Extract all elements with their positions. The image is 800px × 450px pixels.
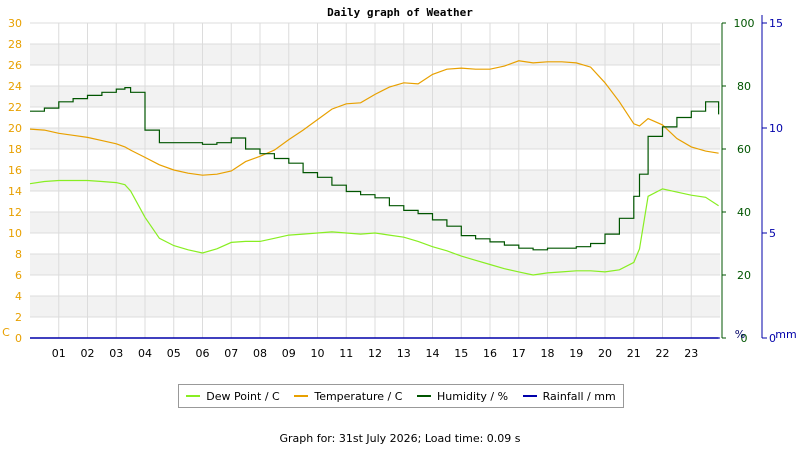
x-tick-label: 11	[339, 347, 353, 360]
chart-title: Daily graph of Weather	[327, 6, 473, 19]
x-tick-label: 23	[684, 347, 698, 360]
y-tick-label-rainfall: 0	[769, 332, 776, 345]
x-tick-label: 05	[167, 347, 181, 360]
temperature-line	[29, 60, 719, 176]
x-tick-label: 04	[138, 347, 152, 360]
x-tick-label: 15	[454, 347, 468, 360]
x-tick-label: 14	[426, 347, 440, 360]
x-tick-label: 08	[253, 347, 267, 360]
x-tick-label: 18	[541, 347, 555, 360]
humidity-line	[30, 87, 720, 251]
y-tick-label-left: 22	[8, 101, 22, 114]
y-tick-label-humidity: 80	[737, 80, 751, 93]
x-tick-label: 22	[656, 347, 670, 360]
x-tick-label: 10	[311, 347, 325, 360]
legend-swatch-humidity	[417, 395, 432, 397]
legend-swatch-rainfall	[522, 395, 537, 397]
chart-legend: Dew Point / C Temperature / C Humidity /…	[178, 384, 624, 408]
legend-item-dew-point: Dew Point / C	[186, 389, 280, 403]
x-tick-label: 13	[397, 347, 411, 360]
x-tick-label: 06	[196, 347, 210, 360]
y-tick-label-left: 16	[8, 164, 22, 177]
y-tick-label-rainfall: 10	[769, 122, 783, 135]
y-unit-label-humidity: %	[735, 328, 745, 341]
y-tick-label-humidity: 40	[737, 206, 751, 219]
y-tick-label-humidity: 0	[741, 332, 748, 345]
x-tick-label: 03	[109, 347, 123, 360]
y-unit-label-rainfall: mm	[775, 328, 796, 341]
x-tick-label: 07	[224, 347, 238, 360]
legend-label-dew-point: Dew Point / C	[206, 389, 280, 403]
y-tick-label-left: 12	[8, 206, 22, 219]
y-tick-label-humidity: 20	[737, 269, 751, 282]
y-tick-label-humidity: 100	[734, 17, 755, 30]
legend-label-humidity: Humidity / %	[437, 389, 509, 403]
legend-swatch-dew-point	[186, 395, 201, 397]
y-tick-label-left: 8	[15, 248, 22, 261]
y-tick-label-left: 20	[8, 122, 22, 135]
y-tick-label-left: 10	[8, 227, 22, 240]
y-tick-label-left: 6	[15, 269, 22, 282]
y-tick-label-left: 30	[8, 17, 22, 30]
x-tick-label: 02	[81, 347, 95, 360]
y-tick-label-left: 28	[8, 38, 22, 51]
y-tick-label-left: 18	[8, 143, 22, 156]
y-tick-label-left: 26	[8, 59, 22, 72]
y-unit-label-left: C	[2, 326, 10, 339]
legend-label-temperature: Temperature / C	[314, 389, 403, 403]
x-tick-label: 21	[627, 347, 641, 360]
y-tick-label-left: 14	[8, 185, 22, 198]
y-tick-label-humidity: 60	[737, 143, 751, 156]
x-tick-label: 12	[368, 347, 382, 360]
legend-item-humidity: Humidity / %	[417, 390, 508, 403]
x-tick-label: 17	[512, 347, 526, 360]
x-tick-label: 09	[282, 347, 296, 360]
x-tick-label: 16	[483, 347, 497, 360]
legend-label-rainfall: Rainfall / mm	[542, 389, 616, 403]
legend-item-temperature: Temperature / C	[294, 390, 402, 403]
y-tick-label-left: 2	[15, 311, 22, 324]
y-tick-label-rainfall: 5	[769, 227, 776, 240]
legend-item-rainfall: Rainfall / mm	[522, 389, 616, 403]
dew-point-line	[29, 179, 719, 276]
x-tick-label: 19	[569, 347, 583, 360]
y-tick-label-left: 24	[8, 80, 22, 93]
legend-swatch-temperature	[294, 395, 309, 397]
x-tick-label: 20	[598, 347, 612, 360]
y-tick-label-left: 0	[15, 332, 22, 345]
y-tick-label-left: 4	[15, 290, 22, 303]
x-tick-label: 01	[52, 347, 66, 360]
y-tick-label-rainfall: 15	[769, 17, 783, 30]
footer-info: Graph for: 31st July 2026; Load time: 0.…	[279, 432, 521, 445]
